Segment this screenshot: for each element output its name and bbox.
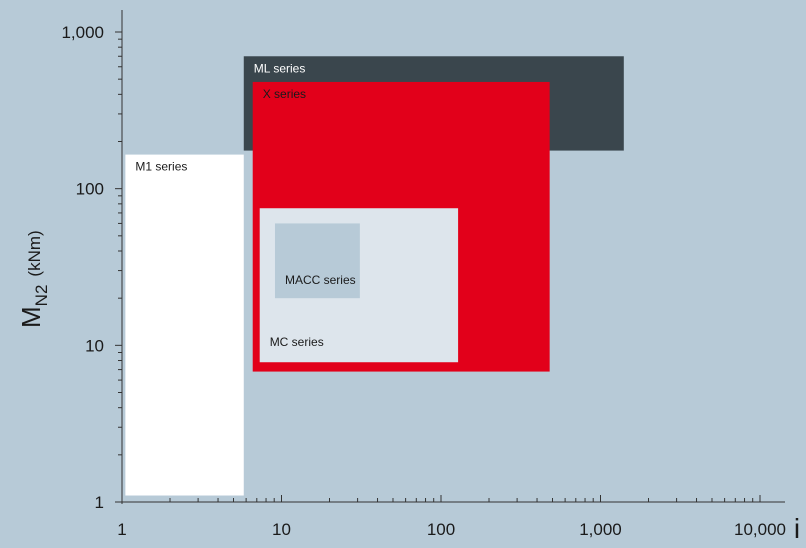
- ml-series-label: ML series: [254, 61, 306, 75]
- y-tick-label: 100: [76, 180, 104, 199]
- x-tick-label: 100: [427, 520, 455, 539]
- m1-series-region: [125, 154, 244, 496]
- x-tick-label: 10,000: [734, 520, 786, 539]
- y-axis-label-unit: (kNm): [25, 230, 44, 276]
- x-tick-label: 1: [117, 520, 126, 539]
- x-ticks: 1 10 100 1,000 10,000: [117, 495, 786, 539]
- y-tick-label: 10: [85, 336, 104, 355]
- x-tick-label: 10: [272, 520, 291, 539]
- y-tick-label: 1: [95, 493, 104, 512]
- axes: 1 10 100 1,000 1 10 100 1,000 10,000: [61, 10, 786, 539]
- x-tick-label: 1,000: [579, 520, 622, 539]
- macc-series-region: [274, 223, 360, 299]
- y-tick-label: 1,000: [61, 23, 104, 42]
- x-series-label: X series: [263, 87, 306, 101]
- m1-series-label: M1 series: [135, 160, 187, 174]
- y-axis-label-main: M: [16, 306, 46, 328]
- macc-series-label: MACC series: [285, 273, 356, 287]
- series-regions: ML series X series M1 series MC series MACC …: [125, 56, 624, 496]
- svg-text:MN2(kNm): MN2 (kNm): [16, 230, 51, 328]
- y-axis-label-subscript: N2: [32, 285, 51, 307]
- mc-series-label: MC series: [270, 335, 324, 349]
- y-axis-label: MN2 (kNm): [16, 230, 51, 328]
- y-ticks: 1 10 100 1,000: [61, 23, 122, 512]
- x-axis-label: i: [794, 513, 800, 544]
